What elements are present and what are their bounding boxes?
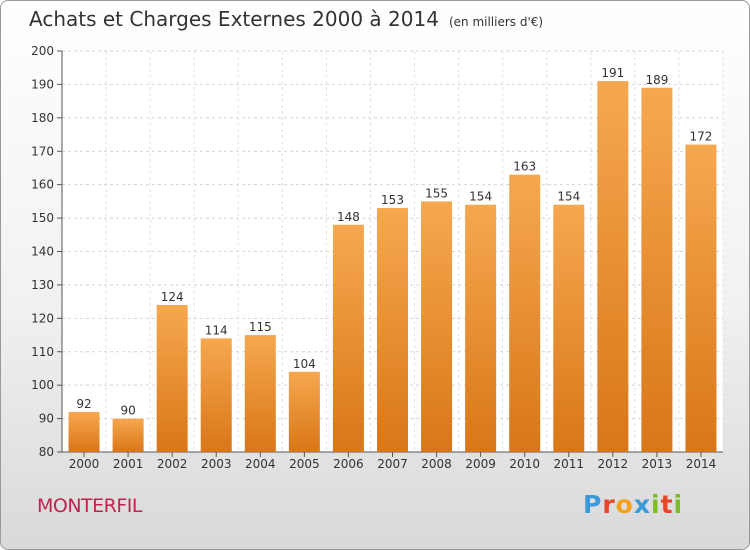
x-tick-label: 2013 bbox=[642, 457, 673, 471]
commune-name: MONTERFIL bbox=[37, 495, 143, 517]
y-tick-label: 180 bbox=[31, 111, 54, 125]
y-tick-label: 150 bbox=[31, 211, 54, 225]
axis-layer: 80 90 100 110 120 130 140 150 160 170 180 190 200 200… bbox=[31, 44, 723, 471]
bar-value-label: 191 bbox=[601, 66, 624, 80]
logo-letter: i bbox=[673, 490, 684, 519]
y-tick-label: 130 bbox=[31, 278, 54, 292]
x-tick-label: 2004 bbox=[245, 457, 276, 471]
bar-value-label: 92 bbox=[76, 397, 91, 411]
logo-letter: o bbox=[615, 490, 634, 519]
x-tick-label: 2001 bbox=[113, 457, 144, 471]
x-tick-label: 2012 bbox=[598, 457, 629, 471]
y-tick-label: 100 bbox=[31, 378, 54, 392]
x-tick-label: 2014 bbox=[686, 457, 717, 471]
bar bbox=[641, 87, 673, 452]
chart-title: Achats et Charges Externes 2000 à 2014 (e… bbox=[29, 7, 543, 31]
logo-letter: x bbox=[633, 490, 651, 519]
y-tick-label: 200 bbox=[31, 44, 54, 58]
bar bbox=[685, 144, 717, 453]
bar-value-label: 115 bbox=[249, 320, 272, 334]
unit-note: (en milliers d'€) bbox=[448, 15, 544, 29]
bar-value-label: 148 bbox=[337, 210, 360, 224]
y-tick-label: 190 bbox=[31, 77, 54, 91]
x-tick-label: 2009 bbox=[465, 457, 496, 471]
x-tick-label: 2007 bbox=[377, 457, 408, 471]
x-tick-label: 2011 bbox=[553, 457, 584, 471]
bar bbox=[244, 335, 276, 452]
bar-value-label: 189 bbox=[645, 73, 668, 87]
bar-value-label: 172 bbox=[690, 130, 713, 144]
bar-value-label: 153 bbox=[381, 193, 404, 207]
bar bbox=[332, 224, 364, 452]
bar-layer: 92 90 124 114 115 104 148 153 155 154 163 154 191 189… bbox=[68, 66, 717, 453]
bar-value-label: 104 bbox=[293, 357, 316, 371]
bar-value-label: 163 bbox=[513, 160, 536, 174]
y-tick-label: 80 bbox=[39, 445, 54, 459]
bar-value-label: 90 bbox=[120, 404, 135, 418]
logo-letter: P bbox=[583, 490, 603, 519]
bar bbox=[553, 204, 585, 452]
bar bbox=[288, 371, 320, 452]
bar bbox=[509, 174, 541, 452]
proxiti-logo: Proxiti bbox=[583, 490, 683, 519]
y-tick-label: 160 bbox=[31, 178, 54, 192]
logo-letter: t bbox=[660, 490, 674, 519]
y-tick-label: 90 bbox=[39, 412, 54, 426]
bar-value-label: 154 bbox=[557, 190, 580, 204]
bar bbox=[68, 411, 100, 452]
bar bbox=[200, 338, 232, 452]
bar-value-label: 114 bbox=[205, 323, 228, 337]
y-tick-label: 140 bbox=[31, 245, 54, 259]
y-tick-label: 120 bbox=[31, 311, 54, 325]
title-text: Achats et Charges Externes 2000 à 2014 bbox=[29, 7, 439, 31]
bar-value-label: 154 bbox=[469, 190, 492, 204]
x-tick-label: 2005 bbox=[289, 457, 320, 471]
bar bbox=[421, 201, 453, 452]
x-tick-label: 2002 bbox=[157, 457, 188, 471]
x-tick-label: 2000 bbox=[69, 457, 100, 471]
x-tick-label: 2003 bbox=[201, 457, 232, 471]
bar-value-label: 124 bbox=[161, 290, 184, 304]
y-tick-label: 170 bbox=[31, 144, 54, 158]
bar bbox=[377, 208, 408, 452]
bar bbox=[597, 81, 629, 452]
logo-letter: r bbox=[602, 490, 616, 519]
bar bbox=[112, 418, 144, 452]
bar bbox=[156, 304, 188, 452]
logo-letter: i bbox=[651, 490, 661, 519]
x-tick-label: 2010 bbox=[509, 457, 540, 471]
x-tick-label: 2006 bbox=[333, 457, 364, 471]
y-tick-label: 110 bbox=[31, 345, 54, 359]
bar-value-label: 155 bbox=[425, 186, 448, 200]
x-tick-label: 2008 bbox=[421, 457, 452, 471]
bar bbox=[465, 204, 497, 452]
